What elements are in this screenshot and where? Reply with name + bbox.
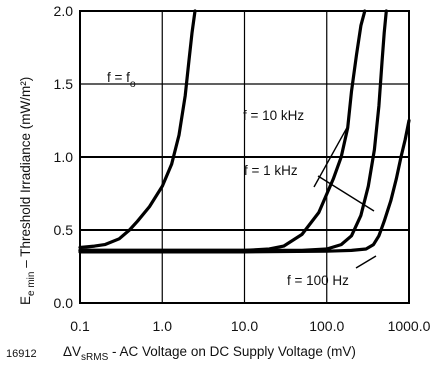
leader-line-100hz xyxy=(355,255,377,269)
x-tick-label: 10.0 xyxy=(231,318,258,334)
tick-labels: 0.0 0.5 1.0 1.5 2.0 0.1 1.0 10.0 100.0 1000.0 xyxy=(54,3,431,334)
leader-lines xyxy=(313,123,377,269)
plot-grid xyxy=(80,11,409,303)
figure-id: 16912 xyxy=(6,348,37,360)
y-tick-label: 1.5 xyxy=(54,76,74,92)
y-tick-label: 0.0 xyxy=(54,295,74,311)
series-label-1khz: f = 1 kHz xyxy=(244,163,298,178)
x-axis-label-rest: - AC Voltage on DC Supply Voltage (mV) xyxy=(108,344,356,359)
series-label-fo: f = fo xyxy=(107,70,136,90)
y-tick-label: 0.5 xyxy=(54,222,74,238)
curves xyxy=(78,9,411,254)
series-label-100hz: f = 100 Hz xyxy=(287,273,349,288)
x-tick-label: 1000.0 xyxy=(388,318,431,334)
x-tick-label: 1.0 xyxy=(153,318,173,334)
x-axis-label-sub: sRMS xyxy=(81,352,109,363)
plot-frame xyxy=(79,10,410,304)
y-axis-label-sub: e min xyxy=(26,272,37,296)
series-line-1 xyxy=(78,9,367,252)
y-tick-label: 2.0 xyxy=(54,3,74,19)
series-line-0 xyxy=(78,9,197,250)
x-tick-label: 0.1 xyxy=(70,318,90,334)
series-line-2 xyxy=(78,9,388,252)
series-line-3 xyxy=(78,118,411,254)
series-label-fo-sub: o xyxy=(130,78,136,90)
x-tick-label: 100.0 xyxy=(309,318,344,334)
y-tick-label: 1.0 xyxy=(54,149,74,165)
y-axis-label-rest: – Threshold Irradiance (mW/m²) xyxy=(18,77,33,272)
y-axis-label: Ee min – Threshold Irradiance (mW/m²) xyxy=(18,77,37,305)
leader-line-1khz xyxy=(317,175,375,212)
series-label-10khz: f = 10 kHz xyxy=(243,108,304,123)
x-axis-label: ΔVsRMS - AC Voltage on DC Supply Voltage… xyxy=(63,344,356,363)
